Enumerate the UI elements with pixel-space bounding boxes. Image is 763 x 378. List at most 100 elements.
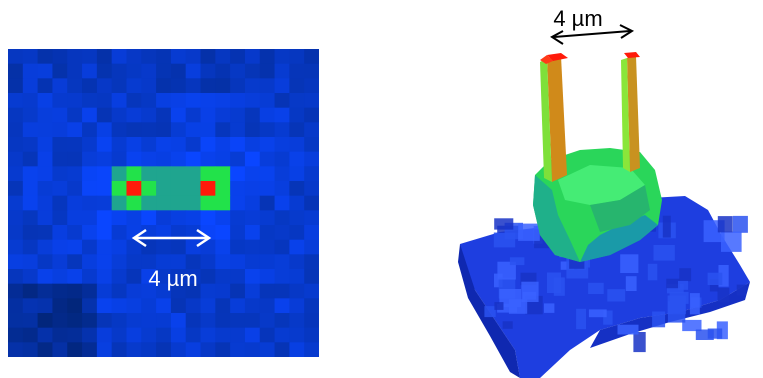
pixel <box>82 166 98 182</box>
pixel <box>215 342 231 357</box>
pixel <box>111 181 128 197</box>
pixel <box>8 93 24 109</box>
pixel <box>304 49 319 65</box>
pixel <box>22 122 39 138</box>
pixel <box>244 107 261 123</box>
pixel <box>200 93 216 109</box>
pixel <box>304 313 319 329</box>
pixel <box>259 210 276 226</box>
base-block <box>625 276 637 291</box>
pixel <box>156 93 172 109</box>
pixel <box>52 166 68 182</box>
pixel <box>67 269 83 285</box>
pixel <box>185 254 202 270</box>
base-block <box>718 265 729 287</box>
pixel <box>230 195 246 211</box>
pixel <box>67 78 83 94</box>
pixel <box>22 137 39 153</box>
pixel <box>185 181 202 197</box>
pixel <box>96 283 113 299</box>
pixel <box>111 225 128 241</box>
pixel <box>244 151 261 167</box>
pixel <box>8 269 24 285</box>
pixel <box>170 78 187 94</box>
pixel <box>8 254 24 270</box>
pixel <box>111 49 128 65</box>
base-block <box>603 310 613 325</box>
base-block <box>576 308 586 330</box>
pixel <box>111 313 128 329</box>
pixel <box>126 78 142 94</box>
pixel <box>170 342 187 357</box>
pixel <box>259 313 276 329</box>
pixel <box>82 327 98 343</box>
pixel <box>37 195 54 211</box>
pixel <box>96 225 113 241</box>
pixel <box>8 210 24 226</box>
pixel <box>259 327 276 343</box>
pixel <box>289 210 305 226</box>
base-block <box>667 284 684 294</box>
pixel <box>126 181 142 197</box>
pixel <box>244 122 261 138</box>
base-block <box>617 324 639 335</box>
pixel <box>259 137 276 153</box>
pixel <box>304 63 319 79</box>
pixel <box>156 195 172 211</box>
pixel <box>215 49 231 65</box>
pixel <box>215 63 231 79</box>
pixel <box>259 298 276 314</box>
pixel <box>52 122 68 138</box>
pixel <box>126 298 142 314</box>
pixel <box>111 195 128 211</box>
base-block <box>502 321 513 329</box>
pixel <box>82 93 98 109</box>
pixel <box>126 49 142 65</box>
pixel <box>22 93 39 109</box>
pixel <box>22 254 39 270</box>
base-block <box>647 263 658 281</box>
pixel <box>37 93 54 109</box>
pixel <box>185 166 202 182</box>
pixel <box>156 137 172 153</box>
pixel <box>274 210 290 226</box>
pixel <box>52 78 68 94</box>
scale-label-right: 4 µm <box>553 6 602 31</box>
pixel <box>215 181 231 197</box>
pixel <box>185 283 202 299</box>
pixel <box>289 122 305 138</box>
pixel <box>82 78 98 94</box>
pixel <box>185 239 202 255</box>
base-block <box>588 309 607 318</box>
pixel <box>230 210 246 226</box>
pixel <box>200 283 216 299</box>
pixel <box>185 327 202 343</box>
pixel <box>141 342 157 357</box>
pixel <box>111 283 128 299</box>
pixel <box>170 49 187 65</box>
pixel <box>96 210 113 226</box>
pixel <box>156 239 172 255</box>
pixel <box>82 49 98 65</box>
pixel <box>8 342 24 357</box>
pixel <box>200 327 216 343</box>
pixel <box>274 166 290 182</box>
pixel <box>185 49 202 65</box>
pixel <box>82 313 98 329</box>
base-block <box>666 278 680 289</box>
pixel <box>200 63 216 79</box>
pixel <box>126 239 142 255</box>
pixel <box>259 342 276 357</box>
pixel <box>82 210 98 226</box>
pixel <box>200 122 216 138</box>
pixel <box>82 151 98 167</box>
pixel <box>274 49 290 65</box>
pixel <box>52 107 68 123</box>
pixel <box>230 225 246 241</box>
pixel <box>8 49 24 65</box>
pixel <box>37 107 54 123</box>
pixel <box>8 239 24 255</box>
pixel <box>200 269 216 285</box>
pixel <box>52 63 68 79</box>
pixel <box>37 151 54 167</box>
